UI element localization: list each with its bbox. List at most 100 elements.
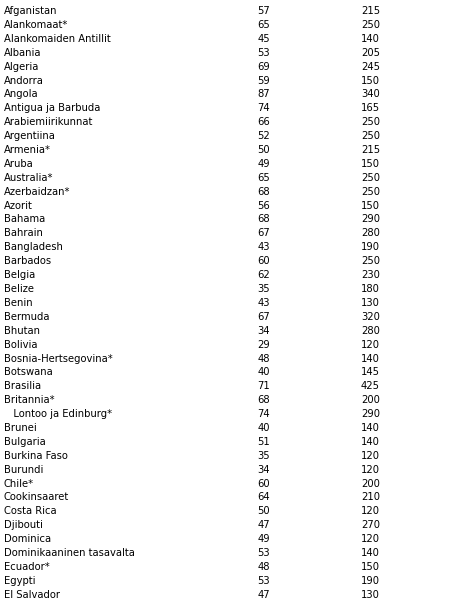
Text: 150: 150 bbox=[361, 159, 380, 169]
Text: Brasilia: Brasilia bbox=[4, 381, 41, 391]
Text: 200: 200 bbox=[361, 478, 380, 488]
Text: 210: 210 bbox=[361, 493, 380, 502]
Text: 50: 50 bbox=[258, 506, 270, 517]
Text: 51: 51 bbox=[257, 437, 270, 447]
Text: 59: 59 bbox=[257, 76, 270, 85]
Text: Brunei: Brunei bbox=[4, 423, 37, 433]
Text: Dominikaaninen tasavalta: Dominikaaninen tasavalta bbox=[4, 548, 135, 558]
Text: 45: 45 bbox=[258, 34, 270, 44]
Text: 49: 49 bbox=[258, 534, 270, 544]
Text: Costa Rica: Costa Rica bbox=[4, 506, 57, 517]
Text: Bahrain: Bahrain bbox=[4, 228, 43, 239]
Text: 250: 250 bbox=[361, 20, 380, 30]
Text: 87: 87 bbox=[258, 89, 270, 100]
Text: Argentiina: Argentiina bbox=[4, 131, 56, 141]
Text: Benin: Benin bbox=[4, 298, 32, 308]
Text: 200: 200 bbox=[361, 395, 380, 405]
Text: 280: 280 bbox=[361, 326, 380, 336]
Text: 120: 120 bbox=[361, 506, 380, 517]
Text: Arabiemiirikunnat: Arabiemiirikunnat bbox=[4, 117, 93, 127]
Text: 205: 205 bbox=[361, 48, 380, 58]
Text: Azorit: Azorit bbox=[4, 200, 33, 210]
Text: 40: 40 bbox=[258, 367, 270, 378]
Text: Algeria: Algeria bbox=[4, 62, 39, 71]
Text: 190: 190 bbox=[361, 242, 380, 252]
Text: 48: 48 bbox=[258, 562, 270, 572]
Text: 250: 250 bbox=[361, 187, 380, 197]
Text: 120: 120 bbox=[361, 451, 380, 461]
Text: Australia*: Australia* bbox=[4, 173, 54, 183]
Text: Afganistan: Afganistan bbox=[4, 6, 57, 16]
Text: Botswana: Botswana bbox=[4, 367, 53, 378]
Text: Angola: Angola bbox=[4, 89, 39, 100]
Text: 250: 250 bbox=[361, 117, 380, 127]
Text: 245: 245 bbox=[361, 62, 380, 71]
Text: 270: 270 bbox=[361, 520, 380, 530]
Text: Belize: Belize bbox=[4, 284, 34, 294]
Text: 56: 56 bbox=[257, 200, 270, 210]
Text: 69: 69 bbox=[257, 62, 270, 71]
Text: 120: 120 bbox=[361, 465, 380, 475]
Text: Bolivia: Bolivia bbox=[4, 339, 37, 349]
Text: 34: 34 bbox=[258, 326, 270, 336]
Text: Cookinsaaret: Cookinsaaret bbox=[4, 493, 69, 502]
Text: 230: 230 bbox=[361, 270, 380, 280]
Text: Ecuador*: Ecuador* bbox=[4, 562, 50, 572]
Text: Dominica: Dominica bbox=[4, 534, 51, 544]
Text: 120: 120 bbox=[361, 339, 380, 349]
Text: Egypti: Egypti bbox=[4, 576, 36, 586]
Text: Burkina Faso: Burkina Faso bbox=[4, 451, 68, 461]
Text: 35: 35 bbox=[258, 451, 270, 461]
Text: Albania: Albania bbox=[4, 48, 41, 58]
Text: 250: 250 bbox=[361, 131, 380, 141]
Text: 250: 250 bbox=[361, 173, 380, 183]
Text: 43: 43 bbox=[258, 298, 270, 308]
Text: Bermuda: Bermuda bbox=[4, 312, 50, 322]
Text: 53: 53 bbox=[258, 48, 270, 58]
Text: 140: 140 bbox=[361, 437, 380, 447]
Text: 53: 53 bbox=[258, 548, 270, 558]
Text: Aruba: Aruba bbox=[4, 159, 34, 169]
Text: 130: 130 bbox=[361, 590, 380, 600]
Text: 50: 50 bbox=[258, 145, 270, 155]
Text: 150: 150 bbox=[361, 200, 380, 210]
Text: 130: 130 bbox=[361, 298, 380, 308]
Text: 74: 74 bbox=[258, 409, 270, 419]
Text: Britannia*: Britannia* bbox=[4, 395, 55, 405]
Text: 140: 140 bbox=[361, 548, 380, 558]
Text: 320: 320 bbox=[361, 312, 380, 322]
Text: 340: 340 bbox=[361, 89, 380, 100]
Text: 47: 47 bbox=[258, 520, 270, 530]
Text: 67: 67 bbox=[257, 228, 270, 239]
Text: Antigua ja Barbuda: Antigua ja Barbuda bbox=[4, 103, 101, 113]
Text: 64: 64 bbox=[258, 493, 270, 502]
Text: 65: 65 bbox=[257, 173, 270, 183]
Text: 49: 49 bbox=[258, 159, 270, 169]
Text: 280: 280 bbox=[361, 228, 380, 239]
Text: Armenia*: Armenia* bbox=[4, 145, 51, 155]
Text: 215: 215 bbox=[361, 145, 380, 155]
Text: 47: 47 bbox=[258, 590, 270, 600]
Text: 150: 150 bbox=[361, 76, 380, 85]
Text: 60: 60 bbox=[258, 478, 270, 488]
Text: 145: 145 bbox=[361, 367, 380, 378]
Text: 60: 60 bbox=[258, 256, 270, 266]
Text: 215: 215 bbox=[361, 6, 380, 16]
Text: 67: 67 bbox=[257, 312, 270, 322]
Text: 140: 140 bbox=[361, 423, 380, 433]
Text: Bulgaria: Bulgaria bbox=[4, 437, 46, 447]
Text: 53: 53 bbox=[258, 576, 270, 586]
Text: Bahama: Bahama bbox=[4, 215, 45, 224]
Text: 43: 43 bbox=[258, 242, 270, 252]
Text: 74: 74 bbox=[258, 103, 270, 113]
Text: Alankomaat*: Alankomaat* bbox=[4, 20, 69, 30]
Text: Burundi: Burundi bbox=[4, 465, 43, 475]
Text: 34: 34 bbox=[258, 465, 270, 475]
Text: Belgia: Belgia bbox=[4, 270, 35, 280]
Text: 57: 57 bbox=[257, 6, 270, 16]
Text: 165: 165 bbox=[361, 103, 380, 113]
Text: 68: 68 bbox=[258, 215, 270, 224]
Text: Bhutan: Bhutan bbox=[4, 326, 40, 336]
Text: Azerbaidzan*: Azerbaidzan* bbox=[4, 187, 70, 197]
Text: 68: 68 bbox=[258, 395, 270, 405]
